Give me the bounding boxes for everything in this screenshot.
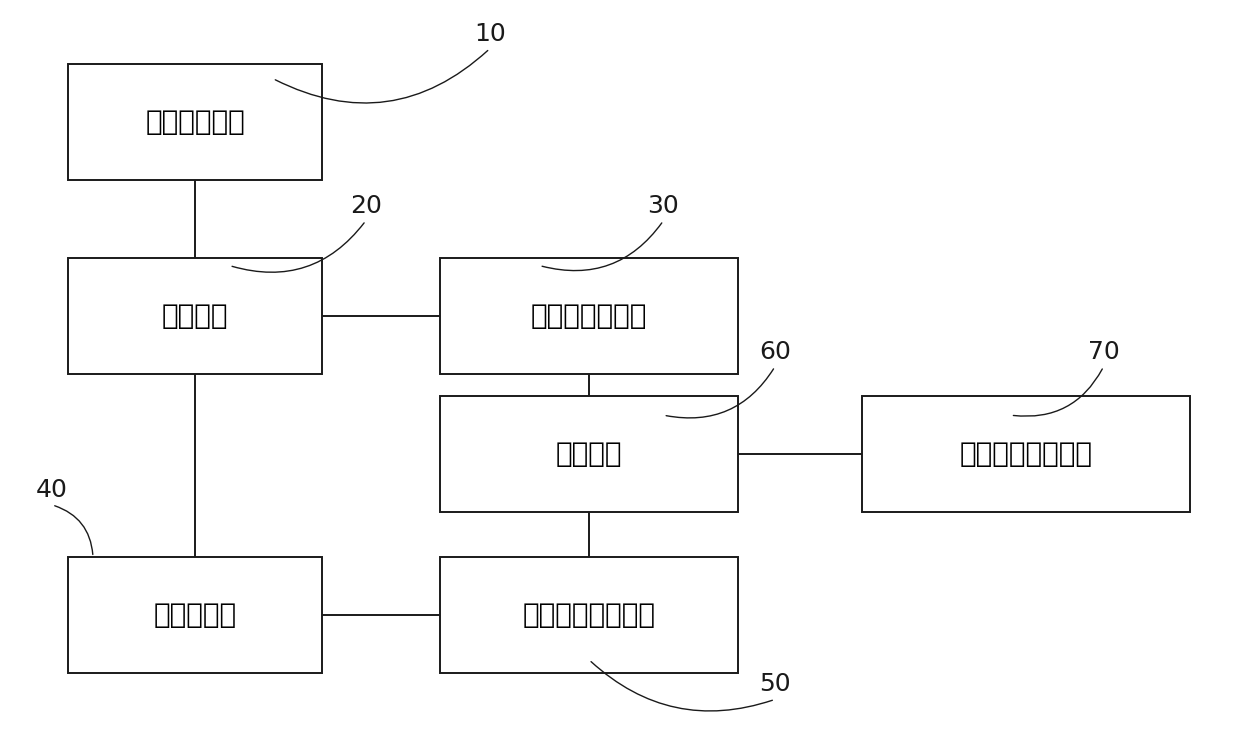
Text: 背光强度调节模块: 背光强度调节模块 [960, 441, 1092, 468]
Text: 屏幕检测模块: 屏幕检测模块 [145, 108, 246, 135]
Text: 40: 40 [36, 478, 68, 502]
Text: 60: 60 [759, 340, 791, 364]
Bar [440, 396, 738, 512]
Text: 70: 70 [1087, 340, 1120, 364]
Text: 位置信号传输模块: 位置信号传输模块 [522, 601, 656, 629]
Bar [440, 258, 738, 374]
Text: 30: 30 [647, 194, 680, 218]
Text: 控制模块: 控制模块 [556, 441, 622, 468]
Text: 接近传感器: 接近传感器 [154, 601, 237, 629]
Text: 光传感器: 光传感器 [162, 302, 228, 330]
Text: 光信号传输模块: 光信号传输模块 [531, 302, 647, 330]
Bar [440, 557, 738, 673]
Bar [862, 396, 1190, 512]
Bar [68, 64, 322, 180]
Bar [68, 258, 322, 374]
Text: 10: 10 [474, 22, 506, 46]
Text: 20: 20 [350, 194, 382, 218]
Text: 50: 50 [759, 672, 791, 696]
Bar [68, 557, 322, 673]
